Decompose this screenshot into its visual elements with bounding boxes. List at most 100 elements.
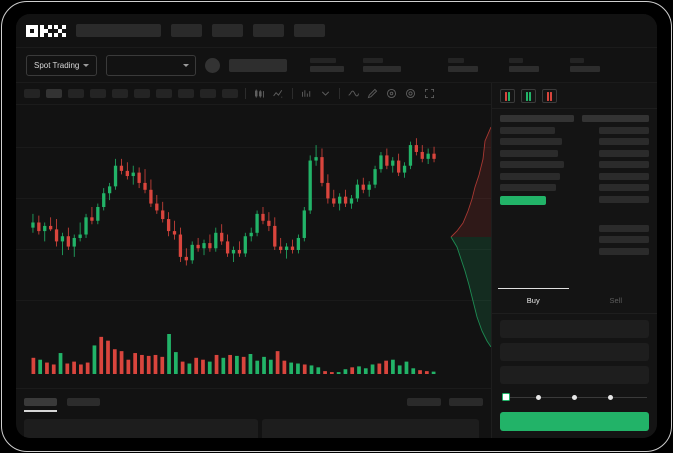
trendline-icon[interactable]: [347, 87, 360, 100]
orderbook-row[interactable]: [500, 149, 558, 157]
bottom-tab-open-orders[interactable]: [24, 397, 57, 412]
order-price-field[interactable]: [500, 320, 649, 338]
nav-item-4[interactable]: [294, 24, 325, 37]
ticker-stat-label: [310, 58, 337, 63]
ticker-bar: Spot Trading: [16, 48, 657, 83]
slider-knob[interactable]: [502, 393, 510, 401]
nav-item-3[interactable]: [253, 24, 284, 37]
bottom-box-right: [262, 419, 479, 438]
app-screen: Spot Trading: [16, 14, 657, 438]
compare-icon[interactable]: [319, 87, 332, 100]
nav-item-2[interactable]: [212, 24, 243, 37]
chart-gridline: [16, 198, 491, 199]
timeframe-9[interactable]: [200, 89, 216, 98]
orders-content: [24, 419, 483, 438]
bottom-box-left: [24, 419, 258, 438]
timeframe-4[interactable]: [90, 89, 106, 98]
bottom-action-1[interactable]: [407, 397, 441, 406]
orderbook-row[interactable]: [599, 224, 649, 232]
trading-mode-label: Spot Trading: [34, 60, 80, 70]
orderbook-mode-switcher: [492, 83, 657, 109]
timeframe-10[interactable]: [222, 89, 238, 98]
orderbook-row[interactable]: [599, 195, 649, 203]
ticker-stat-label: [509, 58, 524, 63]
candlestick-chart-icon[interactable]: [253, 87, 266, 100]
nav-item-1[interactable]: [171, 24, 202, 37]
orderbook-row[interactable]: [599, 161, 649, 168]
line-chart-icon[interactable]: [272, 87, 285, 100]
ticker-stat-value: [448, 66, 479, 72]
settings-icon[interactable]: [404, 87, 417, 100]
orders-actions: [407, 397, 483, 406]
chart-gridline: [16, 249, 491, 250]
tab-sell[interactable]: Sell: [575, 288, 658, 313]
orderbook-body[interactable]: [492, 109, 657, 255]
orderbook-row[interactable]: [599, 126, 649, 134]
submit-buy-button[interactable]: [500, 412, 649, 431]
okx-logo-icon[interactable]: [26, 24, 66, 37]
toolbar-divider: [292, 88, 293, 99]
timeframe-1[interactable]: [24, 89, 40, 98]
orderbook-row[interactable]: [599, 138, 649, 145]
bottom-action-2[interactable]: [449, 397, 483, 406]
chart-gridline: [16, 300, 491, 301]
orderbook-row[interactable]: [500, 126, 555, 134]
tab-sell-label: Sell: [609, 296, 622, 305]
ticker-stat-2: [363, 58, 402, 72]
orderbook-right-column: [582, 115, 649, 255]
orderbook-row[interactable]: [599, 247, 649, 255]
timeframe-6[interactable]: [134, 89, 150, 98]
buy-sell-tabs: Buy Sell: [492, 288, 657, 314]
ticker-stat-value: [363, 66, 402, 72]
orderbook-row[interactable]: [500, 161, 564, 168]
timeframe-7[interactable]: [156, 89, 172, 98]
magnet-icon[interactable]: [385, 87, 398, 100]
price-chart-pane[interactable]: [16, 105, 491, 388]
order-percent-slider[interactable]: [502, 392, 647, 402]
indicators-icon[interactable]: [300, 87, 313, 100]
ticker-stat-label: [363, 58, 384, 63]
timeframe-2[interactable]: [46, 89, 62, 98]
ticker-stat-label: [570, 58, 585, 63]
orderbook-mode-asks[interactable]: [542, 89, 557, 103]
ticker-stat-label: [448, 58, 465, 63]
order-amount-field[interactable]: [500, 343, 649, 361]
order-total-field[interactable]: [500, 366, 649, 384]
tab-buy[interactable]: Buy: [492, 288, 575, 313]
orderbook-row[interactable]: [500, 172, 560, 180]
orderbook-column-header: [582, 115, 649, 122]
orderbook-row[interactable]: [599, 172, 649, 180]
orderbook-row[interactable]: [500, 138, 562, 145]
ticker-stat-value: [570, 66, 601, 72]
global-search-input[interactable]: [76, 24, 161, 37]
candlestick-series: [31, 138, 436, 266]
ticker-stat-5: [570, 58, 601, 72]
timeframe-3[interactable]: [68, 89, 84, 98]
trading-pair-selector[interactable]: [106, 54, 197, 76]
pencil-icon[interactable]: [366, 87, 379, 100]
slider-stop-75[interactable]: [608, 394, 613, 400]
orderbook-gap: [582, 207, 649, 220]
orderbook-row[interactable]: [599, 184, 649, 191]
bottom-tab-order-history[interactable]: [67, 397, 100, 406]
orderbook-row[interactable]: [500, 184, 556, 191]
fullscreen-icon[interactable]: [423, 87, 436, 100]
orderbook-row[interactable]: [599, 149, 649, 157]
top-navigation-bar: [16, 14, 657, 48]
market-depth-overlay: [439, 119, 491, 347]
slider-stop-50[interactable]: [572, 394, 577, 400]
timeframe-8[interactable]: [178, 89, 194, 98]
toolbar-divider: [339, 88, 340, 99]
orderbook-row[interactable]: [599, 236, 649, 243]
chevron-down-icon: [183, 63, 190, 67]
orderbook-mode-bids[interactable]: [521, 89, 536, 103]
orderbook-column-header: [500, 115, 575, 122]
timeframe-5[interactable]: [112, 89, 128, 98]
ticker-stat-3: [448, 58, 479, 72]
ticker-stat-4: [509, 58, 540, 72]
orderbook-last-price-row[interactable]: [500, 195, 546, 205]
slider-stop-25[interactable]: [536, 394, 541, 400]
orderbook-mode-both[interactable]: [500, 89, 515, 103]
trading-mode-selector[interactable]: Spot Trading: [26, 54, 98, 76]
